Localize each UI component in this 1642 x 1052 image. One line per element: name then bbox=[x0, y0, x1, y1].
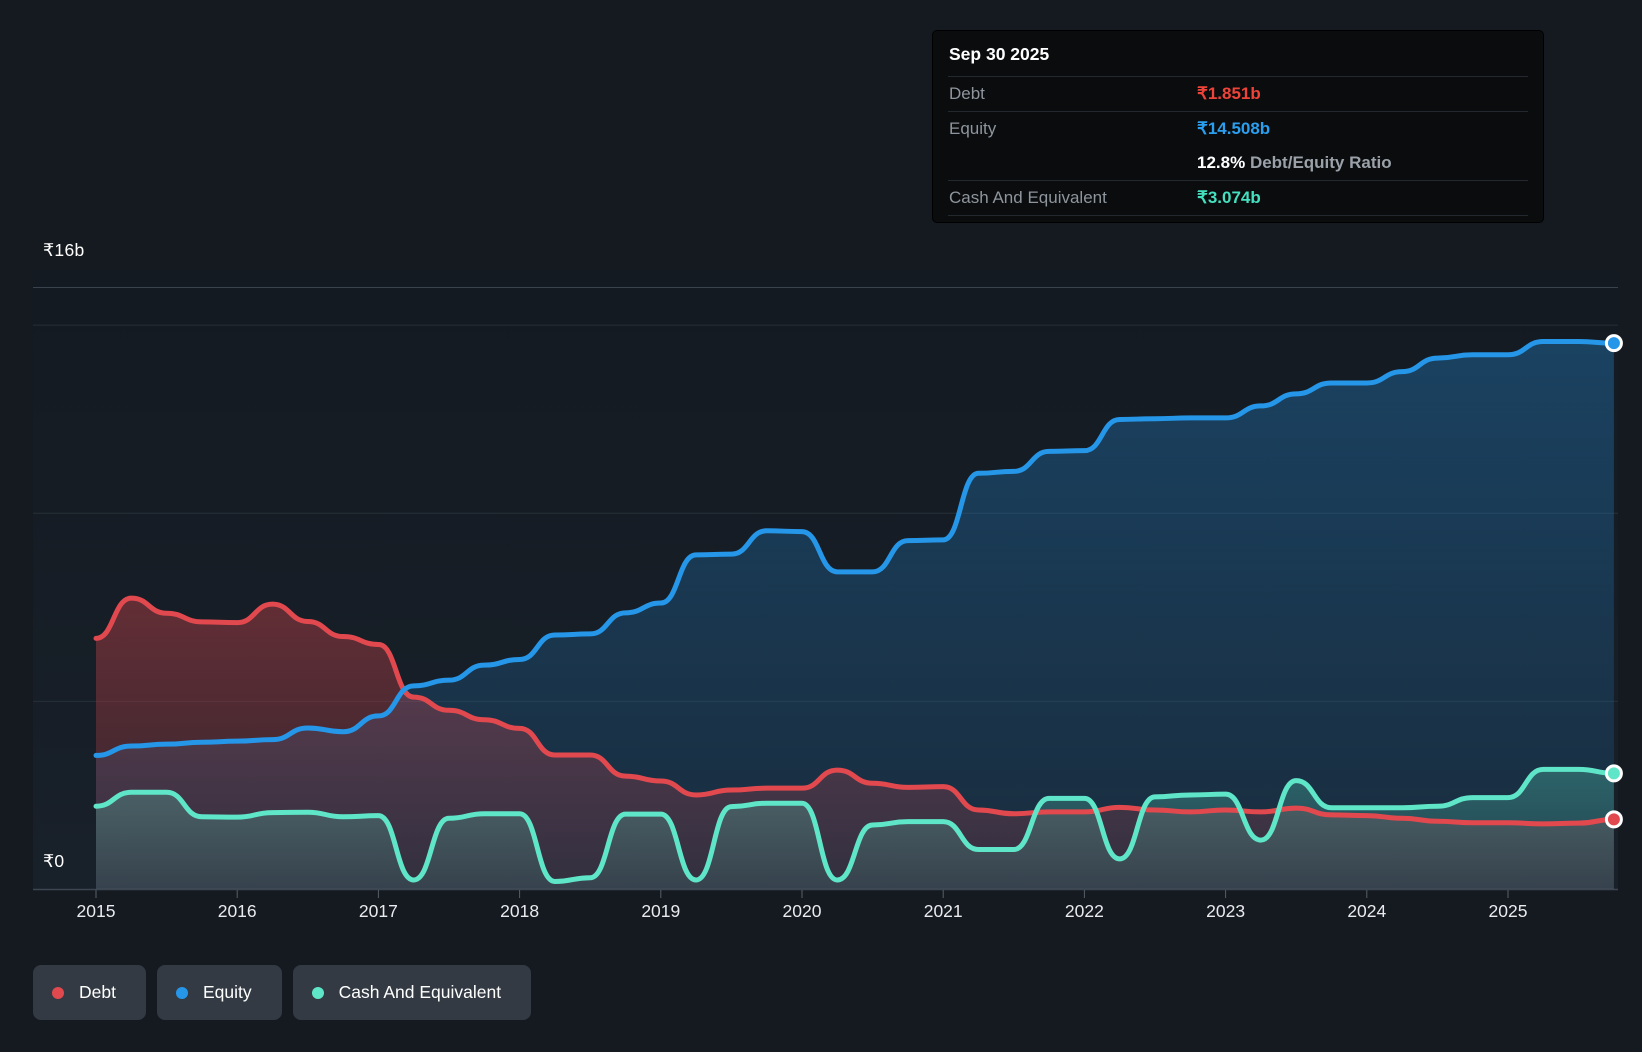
debt-series-dot-icon bbox=[52, 986, 64, 999]
x-axis-label: 2022 bbox=[1065, 901, 1104, 921]
y-axis-max-label: ₹16b bbox=[43, 240, 85, 260]
tooltip-row-cash: Cash And Equivalent ₹3.074b bbox=[948, 180, 1528, 215]
legend-debt-label: Debt bbox=[79, 982, 116, 1002]
x-axis-label: 2017 bbox=[359, 901, 398, 921]
tooltip-row-equity: Equity ₹14.508b bbox=[948, 111, 1528, 146]
cash-series-dot-icon bbox=[311, 986, 324, 999]
debt-line bbox=[93, 595, 1617, 827]
legend-item-equity[interactable]: Equity bbox=[156, 965, 282, 1020]
hover-tooltip: Sep 30 2025 Debt ₹1.851b Equity ₹14.508b… bbox=[933, 31, 1543, 222]
x-axis-label: 2018 bbox=[500, 901, 539, 921]
y-axis-zero-label: ₹0 bbox=[43, 851, 65, 871]
equity-endpoint-marker bbox=[1604, 334, 1623, 353]
tooltip-equity-label: Equity bbox=[949, 119, 997, 138]
chart-legend: Debt Equity Cash And Equivalent bbox=[33, 965, 532, 1020]
tooltip-debt-label: Debt bbox=[949, 84, 985, 103]
tooltip-ratio-label: Debt/Equity Ratio bbox=[1249, 153, 1392, 172]
tooltip-ratio-value: 12.8% bbox=[1197, 153, 1246, 172]
cash-line bbox=[93, 766, 1617, 884]
equity-series-dot-icon bbox=[175, 986, 188, 999]
tooltip-row-ratio: 12.8% Debt/Equity Ratio bbox=[948, 146, 1528, 180]
tooltip-ratio: 12.8% Debt/Equity Ratio bbox=[1197, 153, 1392, 173]
x-axis-label: 2016 bbox=[218, 901, 257, 921]
x-axis-label: 2025 bbox=[1489, 901, 1528, 921]
x-axis-label: 2019 bbox=[641, 901, 680, 921]
equity-line bbox=[93, 339, 1617, 758]
tooltip-debt-value: ₹1.851b bbox=[1197, 84, 1261, 103]
cash-endpoint-marker bbox=[1604, 764, 1623, 783]
tooltip-cash-label: Cash And Equivalent bbox=[949, 188, 1107, 207]
legend-item-cash[interactable]: Cash And Equivalent bbox=[292, 965, 532, 1020]
tooltip-bottom-divider bbox=[948, 215, 1528, 222]
tooltip-date: Sep 30 2025 bbox=[949, 44, 1050, 64]
x-axis-label: 2023 bbox=[1206, 901, 1245, 921]
tooltip-cash-value: ₹3.074b bbox=[1197, 188, 1261, 207]
debt-endpoint-marker bbox=[1604, 810, 1623, 829]
x-axis-label: 2024 bbox=[1347, 901, 1386, 921]
legend-equity-label: Equity bbox=[202, 982, 252, 1002]
legend-cash-label: Cash And Equivalent bbox=[338, 982, 502, 1002]
tooltip-equity-value: ₹14.508b bbox=[1197, 119, 1271, 138]
x-axis-label: 2020 bbox=[783, 901, 822, 921]
x-axis-label: 2015 bbox=[77, 901, 116, 921]
tooltip-row-debt: Debt ₹1.851b bbox=[948, 76, 1528, 111]
x-axis-label: 2021 bbox=[924, 901, 963, 921]
legend-item-debt[interactable]: Debt bbox=[33, 965, 146, 1020]
